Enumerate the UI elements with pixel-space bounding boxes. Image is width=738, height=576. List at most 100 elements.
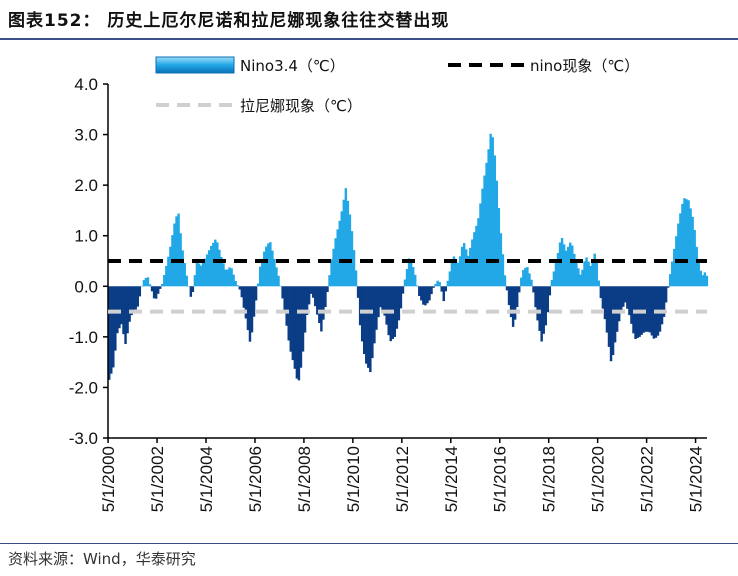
nino34-bar-64 bbox=[238, 286, 241, 290]
nino34-bar-124 bbox=[360, 286, 364, 342]
y-tick-label-6: -2.0 bbox=[69, 378, 98, 397]
nino34-bar-195 bbox=[505, 286, 509, 291]
nino34-bar-117 bbox=[346, 200, 350, 287]
nino34-bar-252 bbox=[622, 286, 625, 307]
nino34-bar-272 bbox=[662, 286, 666, 317]
nino34-bar-219 bbox=[554, 263, 558, 287]
nino34-bar-241 bbox=[599, 286, 603, 299]
nino34-bar-98 bbox=[307, 286, 311, 305]
nino34-bar-128 bbox=[369, 286, 372, 373]
nino34-bar-135 bbox=[383, 286, 386, 316]
nino34-bar-204 bbox=[524, 267, 527, 287]
nino34-bar-254 bbox=[626, 286, 629, 309]
nino34-bar-201 bbox=[518, 286, 521, 293]
nino34-bar-246 bbox=[609, 286, 613, 362]
nino34-bar-118 bbox=[348, 214, 352, 287]
nino34-bar-276 bbox=[671, 261, 674, 287]
nino34-bar-192 bbox=[499, 233, 503, 287]
nino34-bar-155 bbox=[424, 286, 427, 306]
nino34-bar-171 bbox=[456, 262, 460, 287]
legend-label-la-nina: 拉尼娜现象（℃） bbox=[240, 97, 362, 115]
nino34-bar-26 bbox=[161, 283, 164, 287]
nino34-bar-176 bbox=[467, 255, 470, 287]
nino34-bar-44 bbox=[197, 263, 201, 287]
nino34-bar-181 bbox=[477, 218, 480, 287]
nino34-bar-221 bbox=[558, 242, 562, 287]
nino34-bar-56 bbox=[222, 263, 225, 287]
x-tick-label-4: 5/1/2008 bbox=[295, 446, 314, 512]
nino34-bar-256 bbox=[630, 286, 633, 324]
nino34-bar-74 bbox=[258, 266, 262, 287]
nino34-bar-223 bbox=[562, 244, 566, 287]
nino34-bar-18 bbox=[144, 277, 148, 287]
nino34-bar-242 bbox=[601, 286, 605, 309]
nino34-bar-84 bbox=[279, 285, 282, 287]
nino34-bar-240 bbox=[597, 280, 601, 287]
nino34-bar-28 bbox=[165, 265, 168, 287]
nino34-bar-6 bbox=[120, 286, 123, 325]
nino34-bar-144 bbox=[401, 286, 405, 294]
nino34-bar-77 bbox=[265, 246, 268, 287]
nino34-bar-188 bbox=[491, 137, 494, 287]
nino34-bar-151 bbox=[416, 285, 419, 287]
nino34-bar-165 bbox=[444, 286, 448, 292]
nino34-bar-161 bbox=[436, 280, 439, 287]
x-tick-label-10: 5/1/2020 bbox=[589, 446, 608, 512]
nino34-bar-279 bbox=[677, 223, 680, 287]
nino34-bar-63 bbox=[236, 285, 239, 287]
nino34-bar-55 bbox=[220, 256, 223, 287]
nino34-bar-250 bbox=[617, 286, 621, 322]
nino34-bar-265 bbox=[648, 286, 652, 333]
nino34-bar-110 bbox=[332, 248, 335, 287]
nino34-bar-280 bbox=[679, 213, 682, 287]
nino34-bar-99 bbox=[309, 286, 313, 294]
nino34-bar-45 bbox=[199, 265, 203, 287]
nino34-bar-160 bbox=[434, 283, 437, 287]
nino34-bar-104 bbox=[320, 286, 323, 332]
nino34-bar-163 bbox=[440, 286, 443, 292]
y-tick-label-0: 4.0 bbox=[74, 75, 98, 94]
nino34-bar-136 bbox=[385, 286, 388, 325]
nino34-bar-189 bbox=[493, 155, 496, 287]
nino34-bar-283 bbox=[685, 199, 688, 287]
nino34-bar-68 bbox=[246, 286, 250, 331]
nino34-bar-207 bbox=[530, 279, 533, 287]
nino34-bar-132 bbox=[377, 286, 380, 318]
nino34-bar-231 bbox=[579, 274, 582, 287]
nino34-bar-263 bbox=[644, 286, 647, 332]
nino34-bar-7 bbox=[122, 286, 125, 335]
nino34-bar-248 bbox=[613, 286, 617, 343]
nino34-bar-187 bbox=[489, 133, 492, 287]
nino34-bar-79 bbox=[269, 242, 272, 287]
nino34-bar-96 bbox=[303, 286, 307, 333]
nino34-bar-222 bbox=[560, 237, 564, 287]
nino34-bar-40 bbox=[189, 286, 193, 297]
nino34-bar-196 bbox=[507, 286, 511, 306]
nino34-bar-255 bbox=[628, 286, 631, 316]
source-note: 资料来源：Wind，华泰研究 bbox=[8, 550, 196, 568]
nino34-bar-148 bbox=[409, 260, 413, 287]
nino34-bar-72 bbox=[254, 286, 258, 301]
nino34-bar-170 bbox=[454, 259, 458, 287]
nino34-bar-38 bbox=[185, 275, 188, 287]
nino34-bar-116 bbox=[344, 188, 348, 287]
nino34-bar-25 bbox=[159, 286, 162, 289]
nino34-bar-20 bbox=[148, 284, 152, 287]
nino34-bar-103 bbox=[318, 286, 321, 324]
nino34-bar-34 bbox=[177, 213, 180, 287]
nino34-bar-57 bbox=[224, 269, 227, 287]
nino34-bar-292 bbox=[703, 272, 707, 287]
nino34-bar-282 bbox=[683, 198, 686, 287]
nino34-bar-211 bbox=[538, 286, 541, 331]
nino34-bar-81 bbox=[273, 258, 276, 287]
nino34-bar-199 bbox=[513, 286, 517, 320]
nino34-bar-14 bbox=[136, 286, 139, 307]
nino34-bar-152 bbox=[418, 286, 421, 296]
nino34-bar-131 bbox=[375, 286, 378, 330]
x-tick-label-2: 5/1/2004 bbox=[197, 446, 216, 512]
nino34-bar-237 bbox=[591, 259, 594, 287]
nino34-bar-202 bbox=[520, 277, 523, 287]
legend-label-el-nino: nino现象（℃） bbox=[530, 57, 639, 75]
nino34-bar-8 bbox=[124, 286, 127, 345]
nino34-bar-180 bbox=[475, 225, 478, 287]
